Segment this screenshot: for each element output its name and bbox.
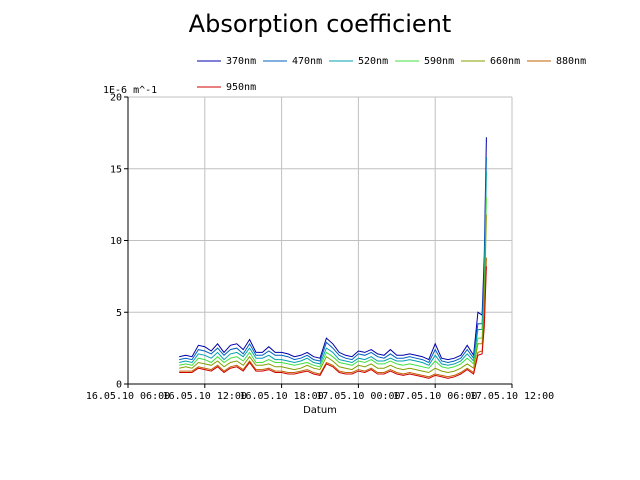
axes xyxy=(124,96,513,388)
x-tick-label: 16.05.10 12:00 xyxy=(163,391,247,402)
legend-label: 660nm xyxy=(490,56,520,67)
legend: 370nm 470nm 520nm 590nm 660nm 880nm 950nm xyxy=(197,56,586,93)
x-tick-label: 17.05.10 12:00 xyxy=(470,391,554,402)
x-axis-title: Datum xyxy=(303,405,337,416)
series-line-370nm xyxy=(179,137,487,361)
y-tick-labels: 0 5 10 15 20 xyxy=(110,93,122,391)
chart-title: Absorption coefficient xyxy=(189,10,452,38)
x-tick-label: 17.05.10 06:00 xyxy=(393,391,477,402)
series-line-470nm xyxy=(179,157,487,364)
legend-label: 520nm xyxy=(358,56,388,67)
legend-label: 880nm xyxy=(556,56,586,67)
series-line-660nm xyxy=(179,214,487,374)
x-tick-label: 17.05.10 00:00 xyxy=(316,391,400,402)
y-tick-label: 20 xyxy=(110,93,122,104)
legend-label: 950nm xyxy=(226,82,256,93)
legend-label: 590nm xyxy=(424,56,454,67)
y-axis-unit-label: 1E-6 m^-1 xyxy=(103,85,157,96)
series-line-520nm xyxy=(179,171,487,366)
x-tick-label: 16.05.10 06:00 xyxy=(86,391,170,402)
series-line-590nm xyxy=(179,197,487,369)
series-line-950nm xyxy=(179,266,487,379)
x-tick-label: 16.05.10 18:00 xyxy=(239,391,323,402)
y-tick-label: 5 xyxy=(116,308,122,319)
legend-label: 370nm xyxy=(226,56,256,67)
series-line-880nm xyxy=(179,257,487,378)
y-tick-label: 10 xyxy=(110,236,122,247)
y-tick-label: 15 xyxy=(110,164,122,175)
grid xyxy=(128,96,513,384)
series-lines xyxy=(179,137,487,379)
y-tick-label: 0 xyxy=(116,380,122,391)
legend-label: 470nm xyxy=(292,56,322,67)
